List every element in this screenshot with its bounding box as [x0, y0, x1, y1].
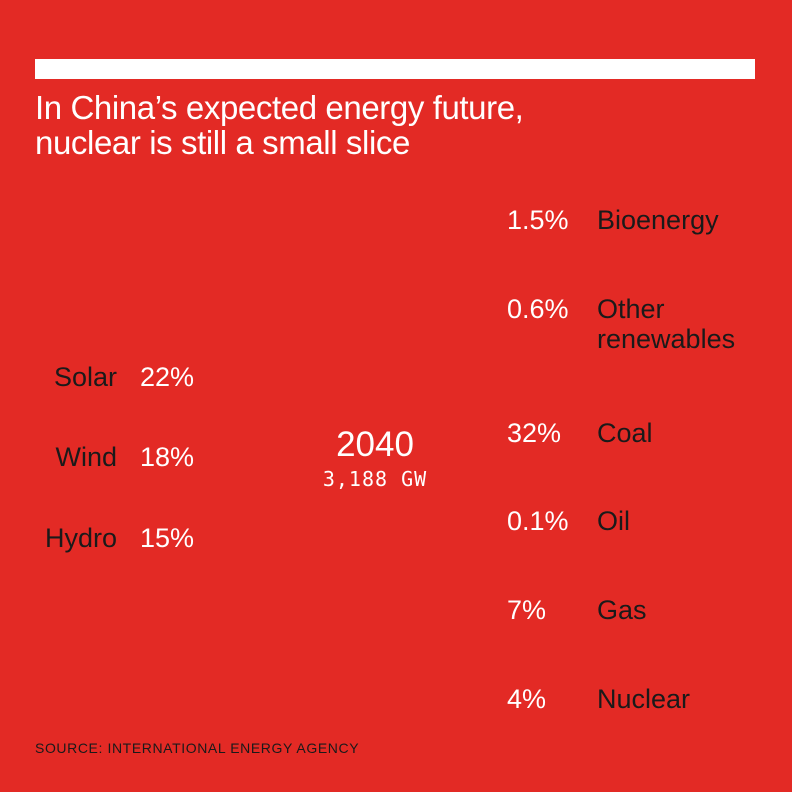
slice-label-hydro: Hydro — [44, 523, 117, 553]
slice-value-wind: 18% — [140, 442, 195, 472]
chart-center: 2040 3,188 GW — [290, 425, 460, 493]
slice-value-solar: 22% — [140, 362, 195, 392]
slice-value-other-renewables: 0.6% — [507, 294, 569, 324]
slice-value-gas: 7% — [507, 595, 547, 625]
slice-label-coal: Coal — [597, 418, 653, 448]
slice-label-bioenergy: Bioenergy — [597, 205, 719, 235]
slice-label-gas: Gas — [597, 595, 647, 625]
center-total: 3,188 GW — [322, 467, 428, 491]
chart-title-line: In China’s expected energy future, — [35, 89, 524, 126]
slice-value-bioenergy: 1.5% — [507, 205, 569, 235]
slice-value-nuclear: 4% — [507, 684, 547, 714]
slice-label-solar: Solar — [53, 362, 117, 392]
slice-value-oil: 0.1% — [507, 506, 569, 536]
chart-title-line: nuclear is still a small slice — [35, 124, 410, 161]
slice-value-coal: 32% — [507, 418, 562, 448]
slice-label-nuclear: Nuclear — [597, 684, 691, 714]
slice-label-other-renewables: Other renewables — [597, 294, 736, 354]
source-note: SOURCE: INTERNATIONAL ENERGY AGENCY — [35, 740, 360, 756]
header-bar — [35, 59, 755, 79]
slice-label-oil: Oil — [597, 506, 630, 536]
slice-value-hydro: 15% — [140, 523, 195, 553]
slice-label-wind: Wind — [55, 442, 117, 472]
chart-title: In China’s expected energy future, nucle… — [35, 90, 755, 160]
center-year: 2040 — [336, 425, 414, 464]
